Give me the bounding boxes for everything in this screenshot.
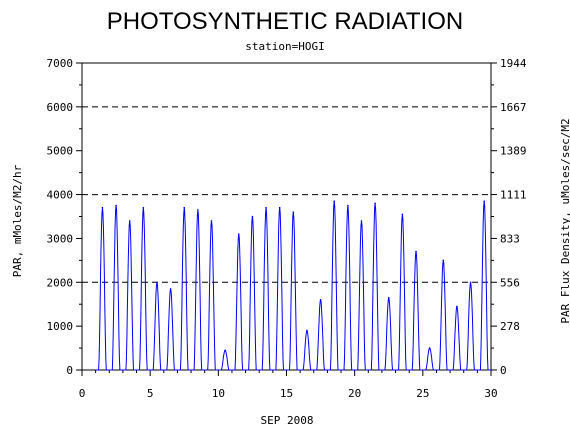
daily-peak-point <box>483 200 485 202</box>
daily-peak-point <box>306 329 308 332</box>
daily-peak-point <box>415 250 417 253</box>
chart-subtitle: station=HOGI <box>245 40 324 53</box>
plot-frame <box>81 62 492 371</box>
daily-peak-point <box>251 215 254 218</box>
y-tick-label: 7000 <box>47 57 74 70</box>
daily-peak-point <box>456 305 458 308</box>
daily-peak-point <box>347 204 349 207</box>
y-tick-label: 3000 <box>47 232 74 245</box>
x-axis-label: SEP 2008 <box>261 414 314 427</box>
daily-peak-point <box>278 206 281 209</box>
daily-peak-point <box>142 206 145 209</box>
daily-peak-point <box>333 200 336 202</box>
series-line <box>95 201 491 371</box>
x-tick-label: 0 <box>79 387 86 400</box>
daily-peak-point <box>319 299 322 301</box>
y-tick-label-right: 1667 <box>500 101 527 114</box>
daily-peak-point <box>237 233 240 235</box>
daily-peak-point <box>169 288 172 290</box>
y-tick-label-right: 1389 <box>500 145 527 158</box>
y-axis-right: 0 278 556 833 1111 1389 1667 1944 <box>491 57 527 377</box>
y-tick-label-right: 0 <box>500 364 507 377</box>
daily-peak-point <box>442 259 445 262</box>
y-tick-label-right: 833 <box>500 232 520 245</box>
daily-peak-point <box>292 211 295 213</box>
daily-peak-point <box>197 209 199 211</box>
daily-peak-point <box>469 281 472 284</box>
daily-peak-point <box>115 204 117 207</box>
daily-peak-point <box>360 220 363 222</box>
y-tick-label-right: 278 <box>500 320 520 333</box>
daily-peak-point <box>183 206 186 209</box>
y-tick-label-right: 1111 <box>500 189 527 202</box>
x-tick-label: 15 <box>280 387 293 400</box>
daily-peak-point <box>224 349 226 352</box>
daily-peak-markers <box>101 200 485 352</box>
y-axis-left: 0 1000 2000 3000 4000 5000 6000 7000 <box>47 57 82 377</box>
y-tick-label: 6000 <box>47 101 74 114</box>
y-axis-label: PAR, mMoles/M2/hr <box>11 164 24 277</box>
reference-lines <box>82 106 491 283</box>
daily-peak-point <box>374 202 376 205</box>
y-tick-label-right: 556 <box>500 276 520 289</box>
x-tick-label: 25 <box>416 387 429 400</box>
x-axis: 0 5 10 15 20 25 30 <box>79 370 498 400</box>
y-tick-label: 1000 <box>47 320 74 333</box>
daily-peak-point <box>265 206 267 209</box>
daily-peak-point <box>156 281 158 284</box>
daily-peak-point <box>128 220 131 222</box>
y-tick-label-right: 1944 <box>500 57 527 70</box>
y-tick-label: 4000 <box>47 189 74 202</box>
daily-peak-point <box>401 213 404 216</box>
chart-title: PHOTOSYNTHETIC RADIATION <box>107 8 463 35</box>
daily-peak-point <box>210 220 213 222</box>
x-tick-label: 20 <box>348 387 361 400</box>
y-tick-label: 0 <box>66 364 73 377</box>
daily-peak-point <box>428 347 431 349</box>
y-tick-label: 5000 <box>47 145 74 158</box>
x-tick-label: 10 <box>212 387 225 400</box>
x-tick-label: 30 <box>484 387 497 400</box>
y-axis-label-right: PAR Flux Density, uMoles/sec/M2 <box>559 118 570 323</box>
y-tick-label: 2000 <box>47 276 74 289</box>
x-tick-label: 5 <box>147 387 154 400</box>
daily-peak-point <box>101 206 104 209</box>
daily-peak-point <box>387 296 390 299</box>
